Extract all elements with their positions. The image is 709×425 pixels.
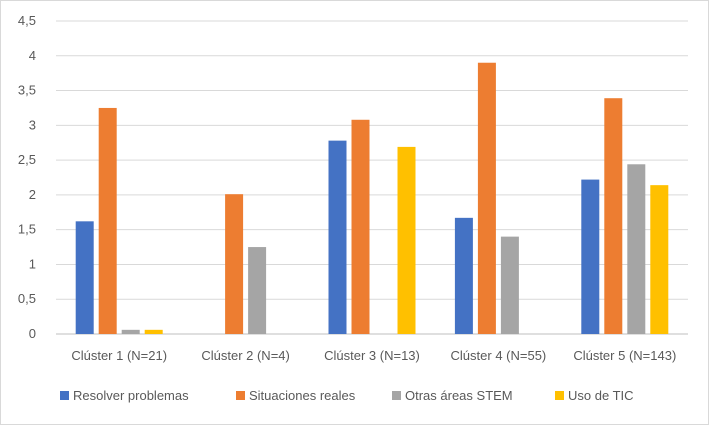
bar-situaciones-reales-3 [351, 119, 370, 334]
bar-uso-de-tic-1 [144, 329, 163, 334]
legend-label: Resolver problemas [73, 388, 189, 403]
bar-situaciones-reales-5 [604, 98, 623, 334]
legend-label: Otras áreas STEM [405, 388, 513, 403]
bar-situaciones-reales-2 [225, 194, 244, 334]
x-category-label: Clúster 2 (N=4) [201, 348, 290, 363]
legend-swatch [555, 391, 564, 400]
x-category-label: Clúster 3 (N=13) [324, 348, 420, 363]
y-tick-label: 3 [29, 117, 36, 132]
x-category-label: Clúster 1 (N=21) [71, 348, 167, 363]
y-tick-label: 0,5 [18, 291, 36, 306]
y-tick-label: 1,5 [18, 222, 36, 237]
bar-resolver-problemas-4 [454, 217, 473, 334]
y-tick-label: 4 [29, 48, 36, 63]
x-category-label: Clúster 4 (N=55) [451, 348, 547, 363]
legend-swatch [236, 391, 245, 400]
bar-uso-de-tic-3 [397, 146, 416, 334]
bar-uso-de-tic-5 [650, 185, 669, 334]
bar-resolver-problemas-5 [581, 179, 600, 334]
legend-label: Situaciones reales [249, 388, 356, 403]
bar-resolver-problemas-3 [328, 140, 347, 334]
bar-resolver-problemas-1 [75, 221, 94, 334]
legend-swatch [392, 391, 401, 400]
bar-otras-reas-stem-4 [500, 236, 519, 334]
bar-situaciones-reales-1 [98, 107, 117, 334]
y-tick-label: 2 [29, 187, 36, 202]
bar-situaciones-reales-4 [477, 62, 496, 334]
y-axis-ticks: 0 0,5 1 1,5 2 2,5 3 3,5 4 4,5 [18, 13, 36, 341]
bar-otras-reas-stem-2 [248, 247, 267, 334]
x-axis-labels: Clúster 1 (N=21) Clúster 2 (N=4) Clúster 3… [71, 348, 676, 363]
legend: Resolver problemas Situaciones reales Otra… [60, 388, 634, 403]
y-tick-label: 3,5 [18, 83, 36, 98]
y-tick-label: 0 [29, 326, 36, 341]
legend-label: Uso de TIC [568, 388, 634, 403]
y-tick-label: 1 [29, 256, 36, 271]
x-category-label: Clúster 5 (N=143) [573, 348, 676, 363]
bar-otras-reas-stem-1 [121, 329, 140, 334]
bar-otras-reas-stem-5 [627, 164, 646, 334]
legend-swatch [60, 391, 69, 400]
y-tick-label: 2,5 [18, 152, 36, 167]
y-tick-label: 4,5 [18, 13, 36, 28]
bars [75, 62, 669, 334]
